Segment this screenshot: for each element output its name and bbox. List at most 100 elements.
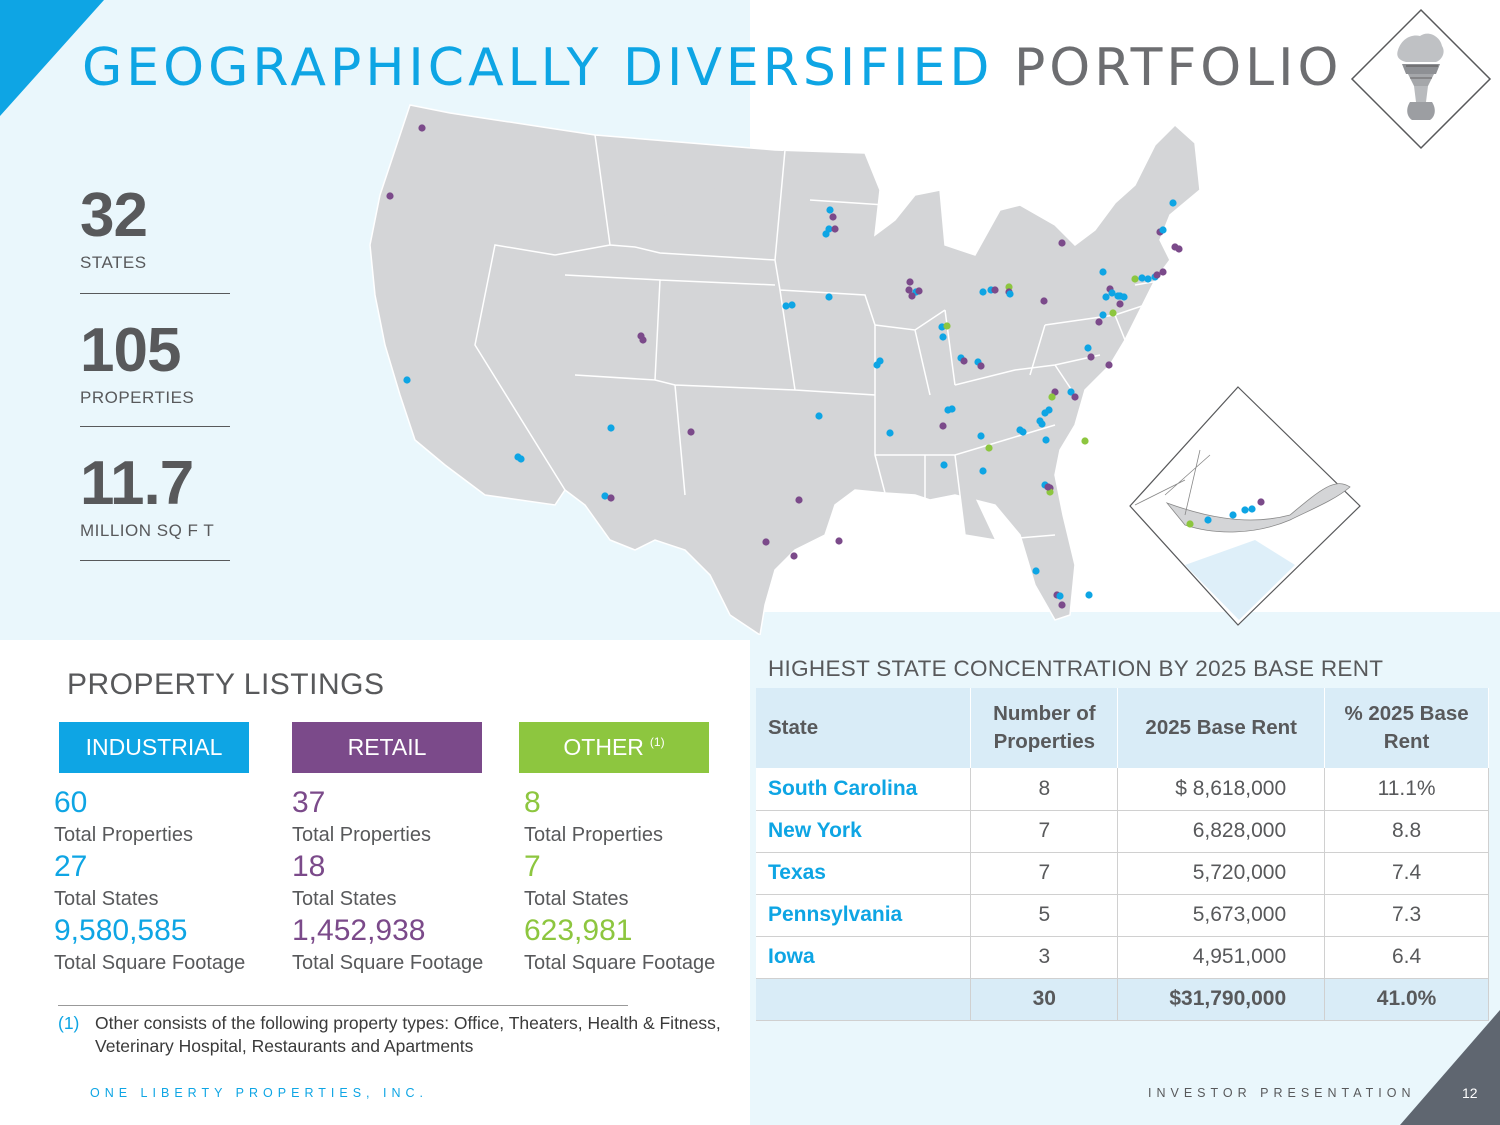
industrial-property-dot [1099,311,1107,319]
states-label: Total States [292,888,397,910]
retail-property-dot [639,336,647,344]
concentration-table-title: HIGHEST STATE CONCENTRATION BY 2025 BASE… [768,656,1384,681]
column-header: 2025 Base Rent [1117,688,1326,768]
industrial-property-dot [977,432,985,440]
state-cell [756,978,972,1021]
properties-label: Total Properties [292,824,431,846]
industrial-property-dot [607,424,615,432]
rent-cell: $31,790,000 [1117,978,1326,1021]
states-label: Total States [54,888,159,910]
industrial-property-dot [403,376,411,384]
count-cell: 30 [970,978,1119,1021]
retail-property-dot [386,192,394,200]
industrial-property-dot [601,492,609,500]
rent-cell: $ 8,618,000 [1117,768,1326,811]
industrial-property-dot [1042,436,1050,444]
count-cell: 7 [970,810,1119,853]
states-label: Total States [524,888,629,910]
category-label: OTHER [563,734,644,760]
industrial-stats: 60 Total Properties 27 Total States 9,58… [54,786,284,978]
retail-property-dot [1058,239,1066,247]
rent-cell: 5,673,000 [1117,894,1326,937]
retail-property-dot [790,552,798,560]
percent-cell: 11.1% [1324,768,1489,811]
retail-property-dot [835,537,843,545]
retail-property-dot [762,538,770,546]
property-listings-title: PROPERTY LISTINGS [67,668,385,701]
stat-value: 105 [80,316,181,385]
industrial-property-dot [1084,344,1092,352]
footnote-marker: (1) [649,734,665,749]
page-title-rest: PORTFOLIO [1013,38,1343,98]
industrial-property-dot [517,455,525,463]
industrial-property-dot [1120,293,1128,301]
square-footage: 1,452,938 [292,914,426,947]
other-category-badge: OTHER (1) [519,722,709,773]
state-cell: Pennsylvania [756,894,972,937]
retail-property-dot [1175,245,1183,253]
page-title: GEOGRAPHICALLY DIVERSIFIED PORTFOLIO [82,38,1342,98]
corner-accent-bottom-right [1400,1010,1500,1125]
count-cell: 3 [970,936,1119,979]
retail-property-dot [908,292,916,300]
industrial-property-dot [1102,293,1110,301]
stat-label: PROPERTIES [80,388,195,407]
footnote: (1) Other consists of the following prop… [58,1012,748,1058]
square-footage: 9,580,585 [54,914,188,947]
retail-property-dot [1105,361,1113,369]
table-row: Iowa 3 4,951,000 6.4 [756,936,1489,979]
retail-property-dot [418,124,426,132]
liberty-torch-logo [1350,8,1492,150]
percent-cell: 41.0% [1324,978,1489,1021]
us-outline [369,104,1201,635]
retail-property-dot [1040,297,1048,305]
industrial-property-dot [939,333,947,341]
rent-cell: 4,951,000 [1117,936,1326,979]
industrial-property-dot [886,429,894,437]
retail-property-dot [687,428,695,436]
column-header: Number of Properties [970,688,1119,768]
industrial-property-dot [815,412,823,420]
other-property-dot [1081,437,1089,445]
rent-cell: 5,720,000 [1117,852,1326,895]
industrial-property-dot [1108,289,1116,297]
other-property-dot [1131,275,1139,283]
stat-properties: 105 PROPERTIES [80,320,230,408]
state-cell: Texas [756,852,972,895]
retail-property-dot [939,422,947,430]
state-cell: South Carolina [756,768,972,811]
states-count: 27 [54,850,88,883]
industrial-property-dot [1085,591,1093,599]
square-footage: 623,981 [524,914,633,947]
industrial-property-dot [782,302,790,310]
corner-accent-top-left [0,0,104,116]
properties-label: Total Properties [54,824,193,846]
industrial-property-dot [826,206,834,214]
other-property-dot [1109,309,1117,317]
industrial-property-dot [1045,406,1053,414]
stat-square-feet: 11.7 MILLION SQ F T [80,453,230,541]
properties-count: 60 [54,786,88,819]
retail-property-dot [905,286,913,294]
page-title-highlight: GEOGRAPHICALLY DIVERSIFIED [82,38,994,98]
industrial-property-dot [1144,275,1152,283]
retail-property-dot [991,286,999,294]
table-row: New York 7 6,828,000 8.8 [756,810,1489,853]
industrial-property-dot [825,225,833,233]
table-total-row: 30 $31,790,000 41.0% [756,978,1489,1021]
state-cell: Iowa [756,936,972,979]
state-concentration-table: State Number of Properties 2025 Base Ren… [756,688,1489,1021]
new-york-inset-map [1129,386,1361,626]
retail-property-dot [1058,601,1066,609]
industrial-property-dot [1038,420,1046,428]
retail-property-dot [1095,318,1103,326]
retail-property-dot [831,225,839,233]
industrial-property-dot [1006,290,1014,298]
industrial-property-dot [940,461,948,469]
us-property-map [369,104,1361,635]
state-cell: New York [756,810,972,853]
retail-property-dot [1087,353,1095,361]
properties-count: 8 [524,786,541,819]
industrial-property-dot [1138,274,1146,282]
other-property-dot [1048,393,1056,401]
